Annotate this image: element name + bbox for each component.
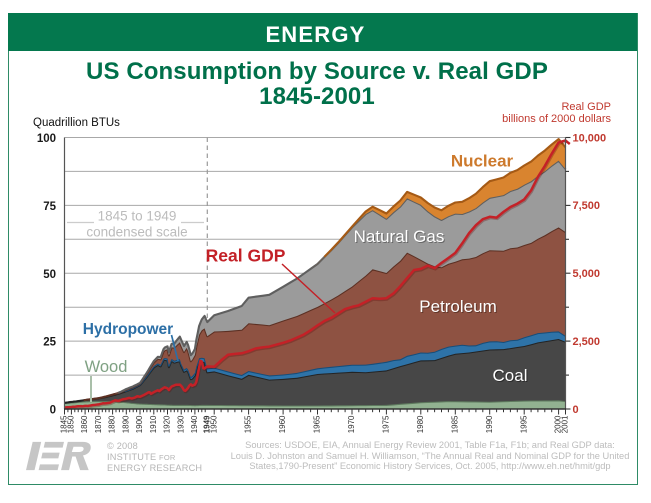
svg-text:2001: 2001 bbox=[561, 415, 570, 433]
svg-text:1980: 1980 bbox=[416, 415, 425, 433]
svg-text:1949: 1949 bbox=[202, 415, 211, 433]
svg-text:Coal: Coal bbox=[494, 367, 529, 386]
svg-text:1930: 1930 bbox=[176, 415, 185, 433]
svg-text:1880: 1880 bbox=[108, 415, 117, 433]
svg-text:1920: 1920 bbox=[163, 415, 172, 433]
svg-text:Real GDP: Real GDP bbox=[206, 246, 286, 266]
svg-text:1965: 1965 bbox=[313, 415, 322, 433]
svg-text:1940: 1940 bbox=[190, 415, 199, 433]
svg-text:1975: 1975 bbox=[382, 415, 391, 433]
svg-text:50: 50 bbox=[43, 269, 56, 281]
svg-text:0: 0 bbox=[573, 404, 579, 416]
svg-text:0: 0 bbox=[50, 405, 56, 417]
svg-text:Petroleum: Petroleum bbox=[419, 297, 496, 316]
svg-text:billions of 2000 dollars: billions of 2000 dollars bbox=[502, 113, 611, 125]
svg-text:Hydropower: Hydropower bbox=[83, 321, 173, 338]
svg-text:1845 to 1949: 1845 to 1949 bbox=[98, 209, 177, 224]
svg-text:Real GDP: Real GDP bbox=[561, 101, 611, 113]
svg-text:Petroleum: Petroleum bbox=[420, 298, 497, 317]
svg-text:1850: 1850 bbox=[67, 415, 76, 433]
svg-text:1955: 1955 bbox=[244, 415, 253, 433]
svg-text:25: 25 bbox=[43, 337, 56, 349]
svg-text:1950: 1950 bbox=[209, 415, 218, 433]
svg-text:1995: 1995 bbox=[519, 415, 528, 433]
svg-text:1910: 1910 bbox=[149, 415, 158, 433]
svg-text:Wood: Wood bbox=[85, 358, 128, 376]
svg-text:5,000: 5,000 bbox=[573, 268, 601, 280]
svg-text:1985: 1985 bbox=[450, 415, 459, 433]
svg-text:75: 75 bbox=[43, 201, 56, 213]
svg-text:Natural Gas: Natural Gas bbox=[355, 228, 446, 247]
svg-text:1900: 1900 bbox=[135, 415, 144, 433]
svg-text:1870: 1870 bbox=[94, 415, 103, 433]
svg-text:2,500: 2,500 bbox=[573, 336, 601, 348]
svg-text:1890: 1890 bbox=[121, 415, 130, 433]
svg-text:7,500: 7,500 bbox=[573, 200, 601, 212]
svg-text:1860: 1860 bbox=[80, 415, 89, 433]
svg-text:10,000: 10,000 bbox=[573, 132, 607, 144]
svg-text:Natural Gas: Natural Gas bbox=[354, 227, 445, 246]
svg-text:100: 100 bbox=[37, 133, 56, 145]
svg-text:condensed scale: condensed scale bbox=[86, 225, 187, 240]
svg-text:1970: 1970 bbox=[347, 415, 356, 433]
svg-text:Quadrillion BTUs: Quadrillion BTUs bbox=[33, 117, 120, 129]
svg-text:1845: 1845 bbox=[60, 415, 69, 433]
svg-text:Coal: Coal bbox=[493, 366, 528, 385]
svg-text:2000: 2000 bbox=[554, 415, 563, 433]
svg-text:1960: 1960 bbox=[278, 415, 287, 433]
svg-text:1990: 1990 bbox=[485, 415, 494, 433]
svg-text:Nuclear: Nuclear bbox=[451, 152, 514, 171]
